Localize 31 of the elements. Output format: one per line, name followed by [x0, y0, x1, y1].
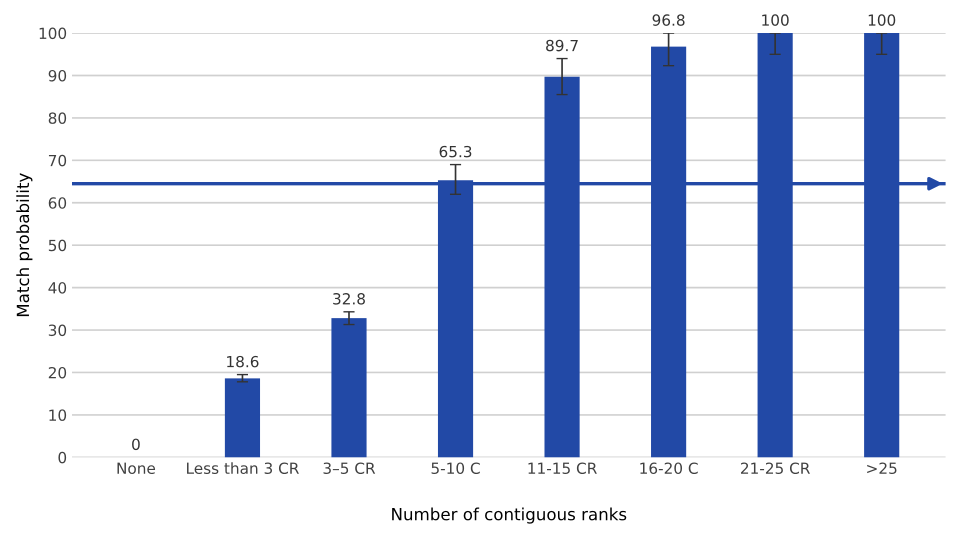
x-tick-label: >25: [867, 462, 896, 474]
y-tick-label: 60: [48, 197, 66, 209]
y-tick-label: 80: [48, 112, 66, 124]
data-label: 100: [868, 14, 896, 26]
y-axis-title: Match probability: [16, 173, 32, 316]
x-tick-label: 11-15 CR: [528, 462, 597, 474]
x-tick-label: 3–5 CR: [324, 462, 376, 474]
x-tick-label: None: [117, 462, 156, 474]
bar: [331, 318, 367, 458]
x-axis-title: Number of contiguous ranks: [392, 508, 626, 524]
y-tick-label: 50: [48, 240, 66, 252]
data-label: 65.3: [440, 146, 472, 158]
data-label: 96.8: [652, 14, 685, 26]
x-tick-label: Less than 3 CR: [187, 462, 299, 474]
y-tick-label: 40: [48, 282, 66, 294]
x-tick-label: 21-25 CR: [740, 462, 810, 474]
x-tick-label: 5-10 C: [432, 462, 480, 474]
bar: [224, 378, 260, 458]
y-tick-label: 20: [48, 366, 66, 378]
y-tick-label: 70: [48, 154, 66, 166]
y-tick-label: 0: [58, 452, 66, 464]
x-tick-label: 16-20 C: [640, 462, 698, 474]
y-tick-label: 30: [48, 324, 66, 336]
data-label: 89.7: [546, 40, 578, 52]
y-tick-label: 100: [40, 28, 66, 40]
data-label: 0: [132, 438, 140, 450]
data-label: 100: [762, 14, 789, 26]
y-tick-label: 90: [48, 70, 66, 82]
data-label: 32.8: [333, 293, 365, 305]
data-label: 18.6: [227, 356, 259, 368]
y-tick-label: 10: [49, 409, 66, 421]
